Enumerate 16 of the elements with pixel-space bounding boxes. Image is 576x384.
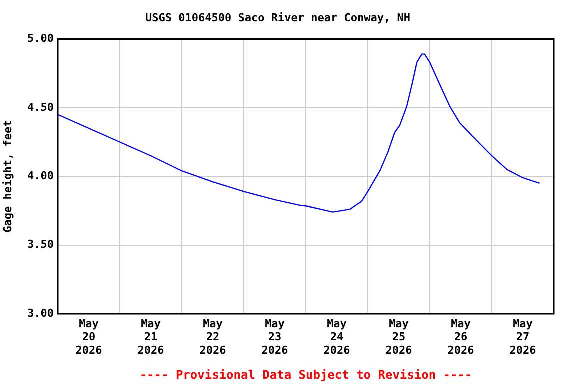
y-tick-label: 5.00 [28, 32, 54, 46]
chart-title: USGS 01064500 Saco River near Conway, NH [146, 11, 410, 24]
y-tick-label: 4.00 [28, 169, 54, 182]
x-tick-label: May 26 2026 [448, 317, 475, 357]
y-tick-label: 3.50 [28, 238, 54, 252]
x-tick-label: May 22 2026 [200, 317, 227, 357]
x-tick-label: May 27 2026 [510, 317, 537, 357]
x-tick-label: May 20 2026 [76, 317, 103, 357]
x-tick-label: May 23 2026 [262, 317, 289, 357]
y-tick-label: 3.00 [28, 306, 54, 320]
y-tick-label: 4.50 [28, 100, 54, 114]
x-tick-label: May 24 2026 [324, 317, 351, 357]
y-axis-title: Gage height, feet [1, 120, 14, 233]
x-tick-label: May 25 2026 [386, 317, 413, 357]
x-tick-label: May 21 2026 [138, 317, 165, 357]
text: ---- Provisional Data Subject to Revision ---- [140, 368, 472, 382]
